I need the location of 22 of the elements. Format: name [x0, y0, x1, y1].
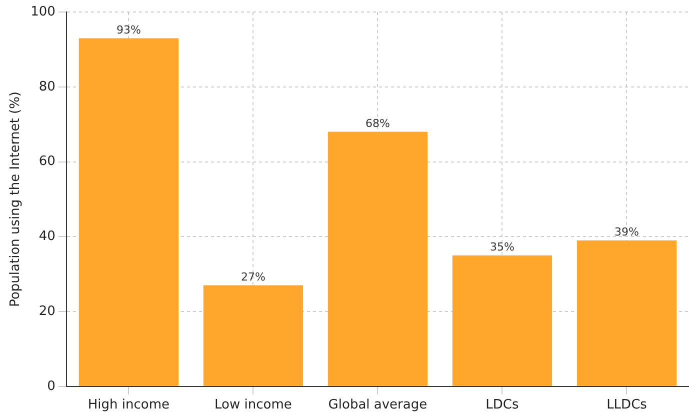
- x-tick-label: LDCs: [486, 398, 519, 413]
- bar: [203, 285, 303, 386]
- data-label: 39%: [614, 226, 639, 239]
- y-tick-label: 60: [38, 154, 56, 170]
- x-tick-label: Global average: [328, 398, 428, 413]
- x-tick-label: LLDCs: [606, 398, 648, 413]
- bar: [452, 255, 552, 386]
- bar: [78, 38, 178, 386]
- y-tick-label: 80: [38, 79, 56, 94]
- y-tick-label: 40: [38, 229, 56, 244]
- y-tick-label: 20: [38, 304, 56, 319]
- y-axis-title: Population using the Internet (%): [8, 91, 24, 307]
- data-label: 68%: [365, 117, 390, 130]
- data-label: 27%: [240, 270, 266, 284]
- y-tick-label: 100: [30, 4, 56, 20]
- bar: [328, 132, 428, 386]
- data-label: 35%: [490, 240, 514, 254]
- x-tick-label: Low income: [214, 398, 292, 413]
- data-label: 93%: [116, 24, 141, 37]
- y-tick-label: 0: [47, 378, 56, 394]
- bar: [576, 240, 677, 386]
- x-tick-label: High income: [88, 398, 170, 413]
